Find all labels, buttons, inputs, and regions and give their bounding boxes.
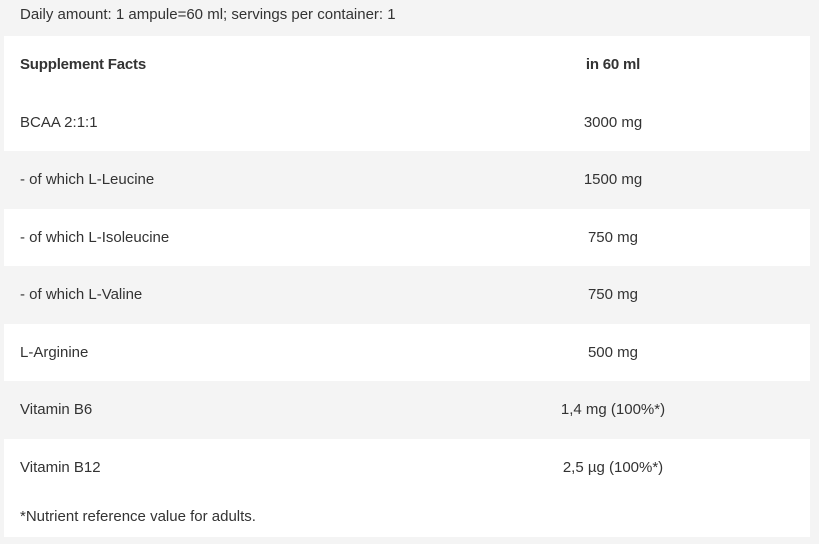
table-row: - of which L-Leucine 1500 mg <box>4 151 810 209</box>
table-row: BCAA 2:1:1 3000 mg <box>4 93 810 151</box>
table-row: - of which L-Valine 750 mg <box>4 266 810 324</box>
nutrient-amount: 750 mg <box>587 228 639 246</box>
nutrient-amount: 3000 mg <box>583 113 643 131</box>
footnote: *Nutrient reference value for adults. <box>4 496 810 537</box>
table-row: L-Arginine 500 mg <box>4 323 810 381</box>
supplement-facts-table: Supplement Facts in 60 ml BCAA 2:1:1 3000… <box>4 36 810 496</box>
nutrient-amount: 500 mg <box>587 343 639 361</box>
nutrient-name: Vitamin B6 <box>20 401 93 419</box>
header-name: Supplement Facts <box>20 56 146 74</box>
table-row: - of which L-Isoleucine 750 mg <box>4 208 810 266</box>
nutrient-amount: 750 mg <box>587 286 639 304</box>
nutrient-amount: 2,5 µg (100%*) <box>562 458 664 476</box>
nutrient-name: L-Arginine <box>20 343 89 361</box>
table-row: Vitamin B12 2,5 µg (100%*) <box>4 438 810 496</box>
footnote-text: *Nutrient reference value for adults. <box>20 508 256 525</box>
nutrient-amount: 1,4 mg (100%*) <box>560 401 666 419</box>
nutrient-name: - of which L-Isoleucine <box>20 228 170 246</box>
table-header: Supplement Facts in 60 ml <box>4 36 810 94</box>
header-amount: in 60 ml <box>585 56 641 74</box>
daily-amount-text: Daily amount: 1 ampule=60 ml; servings p… <box>20 6 396 23</box>
nutrient-name: Vitamin B12 <box>20 458 101 476</box>
nutrient-name: - of which L-Valine <box>20 286 143 304</box>
nutrient-amount: 1500 mg <box>583 171 643 189</box>
table-row: Vitamin B6 1,4 mg (100%*) <box>4 381 810 439</box>
nutrient-name: - of which L-Leucine <box>20 171 155 189</box>
nutrient-name: BCAA 2:1:1 <box>20 113 98 131</box>
